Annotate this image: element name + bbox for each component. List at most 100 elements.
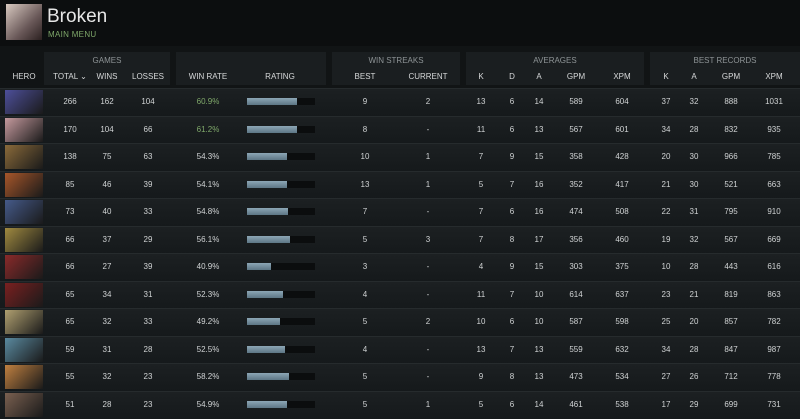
stat-value: 1031 xyxy=(765,97,783,106)
column-header[interactable]: WIN RATE xyxy=(188,72,228,81)
stat-value: 8 xyxy=(509,372,515,381)
stat-value: 16 xyxy=(534,207,544,216)
rating-track xyxy=(247,98,315,105)
stat-value: 428 xyxy=(615,152,629,161)
stat-value: 375 xyxy=(615,262,629,271)
table-row[interactable] xyxy=(0,335,800,364)
stat-value: 782 xyxy=(767,317,781,326)
column-group-panel xyxy=(44,52,170,85)
stat-value: 731 xyxy=(767,399,781,409)
stat-value: 162 xyxy=(100,97,114,106)
table-row[interactable] xyxy=(0,115,800,144)
win-rate: 60.9% xyxy=(196,97,220,106)
stat-value: 46 xyxy=(102,179,112,189)
column-header[interactable]: LOSSES xyxy=(131,72,165,81)
column-header[interactable]: A xyxy=(691,72,697,81)
player-name: Broken xyxy=(47,6,108,27)
stat-value: 614 xyxy=(569,289,583,299)
stat-value: 5 xyxy=(362,399,368,409)
rating-track xyxy=(247,318,315,325)
column-header[interactable]: WINS xyxy=(96,72,118,81)
table-row[interactable] xyxy=(0,170,800,199)
stat-value: 5 xyxy=(362,317,368,326)
stat-value: 4 xyxy=(362,344,368,354)
rating-track xyxy=(247,125,315,133)
table-row[interactable] xyxy=(0,198,800,226)
stat-value: 1 xyxy=(425,152,431,161)
column-header[interactable]: A xyxy=(536,72,542,81)
stat-value: 11 xyxy=(476,289,486,299)
stat-value: 13 xyxy=(534,372,544,381)
rating-bar xyxy=(247,290,284,298)
win-rate: 40.9% xyxy=(196,262,220,271)
stat-value: 138 xyxy=(63,152,77,161)
column-header[interactable]: XPM xyxy=(613,72,631,81)
stat-value: 65 xyxy=(65,317,75,326)
avatar[interactable] xyxy=(6,4,42,40)
table-row[interactable] xyxy=(0,143,800,171)
stat-value: 40 xyxy=(102,207,112,216)
column-header[interactable]: D xyxy=(509,72,515,81)
column-header[interactable]: K xyxy=(663,72,669,81)
stat-value: 31 xyxy=(102,344,112,354)
stat-value: 417 xyxy=(615,179,629,189)
win-rate: 54.8% xyxy=(196,207,220,216)
stat-value: 538 xyxy=(615,399,629,409)
column-header[interactable]: GPM xyxy=(566,72,586,81)
stat-value: 9 xyxy=(509,152,515,161)
table-row[interactable] xyxy=(0,88,800,116)
column-header[interactable]: RATING xyxy=(265,72,295,81)
stat-value: 19 xyxy=(661,234,671,244)
stat-value: 10 xyxy=(534,289,544,299)
stat-value: 1 xyxy=(425,179,431,189)
table-row[interactable] xyxy=(0,390,800,419)
table-row[interactable] xyxy=(0,280,800,309)
rating-track xyxy=(247,263,315,270)
hero-portrait xyxy=(5,392,43,417)
stat-value: 9 xyxy=(362,97,368,106)
column-header: HERO xyxy=(12,72,36,81)
stat-value: 85 xyxy=(65,179,75,189)
win-rate: 52.3% xyxy=(196,289,220,299)
rating-bar xyxy=(247,318,281,325)
column-header[interactable]: K xyxy=(478,72,484,81)
column-header[interactable]: GPM xyxy=(721,72,741,81)
stat-value: - xyxy=(426,124,430,134)
stat-value: 358 xyxy=(569,152,583,161)
main-menu-link[interactable]: MAIN MENU xyxy=(48,30,97,39)
stat-value: 66 xyxy=(143,124,153,134)
stat-value: 14 xyxy=(534,399,544,409)
stat-value: 32 xyxy=(102,317,112,326)
stat-value: 8 xyxy=(362,124,368,134)
table-row[interactable] xyxy=(0,308,800,336)
stat-value: 6 xyxy=(509,399,515,409)
rating-bar xyxy=(247,180,288,188)
rating-track xyxy=(247,153,315,160)
column-group-panel xyxy=(332,52,460,85)
stat-value: 8 xyxy=(509,234,515,244)
table-row[interactable] xyxy=(0,363,800,391)
column-header[interactable]: TOTAL ⌄ xyxy=(53,72,87,81)
stat-value: 29 xyxy=(689,399,699,409)
stat-value: 3 xyxy=(362,262,368,271)
column-header[interactable]: CURRENT xyxy=(408,72,448,81)
stat-value: 847 xyxy=(724,344,738,354)
stat-value: 521 xyxy=(724,179,738,189)
stat-value: 473 xyxy=(569,372,583,381)
stat-value: 27 xyxy=(661,372,671,381)
group-header: AVERAGES xyxy=(533,56,577,65)
stat-value: 11 xyxy=(476,124,486,134)
stat-value: 39 xyxy=(143,179,153,189)
column-header[interactable]: BEST xyxy=(354,72,376,81)
stat-value: 29 xyxy=(143,234,153,244)
rating-track xyxy=(247,208,315,215)
stat-value: 1 xyxy=(425,399,431,409)
hero-portrait xyxy=(5,117,43,142)
column-header[interactable]: XPM xyxy=(765,72,783,81)
stat-value: 4 xyxy=(478,262,484,271)
table-row[interactable] xyxy=(0,253,800,281)
table-row[interactable] xyxy=(0,225,800,254)
stat-value: 2 xyxy=(425,97,431,106)
stat-value: 27 xyxy=(102,262,112,271)
stat-value: 443 xyxy=(724,262,738,271)
